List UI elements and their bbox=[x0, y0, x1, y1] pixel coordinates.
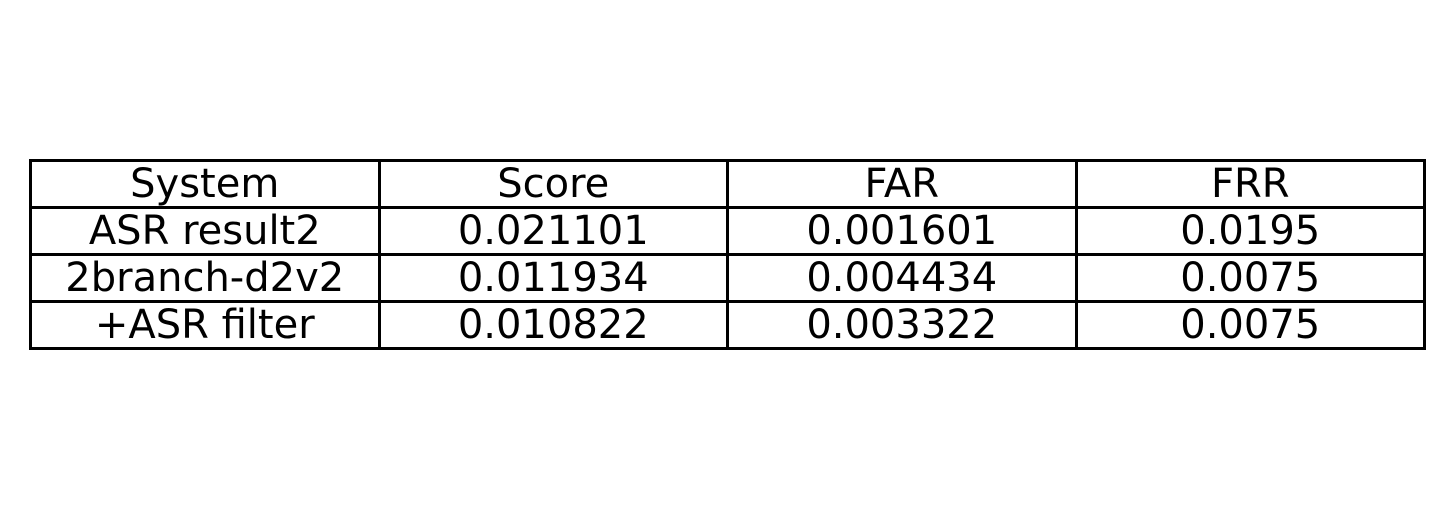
table-row: 2branch-d2v2 0.011934 0.004434 0.0075 bbox=[29, 253, 1426, 303]
table-cell-frr: 0.0075 bbox=[1074, 300, 1426, 350]
table-cell-system: 2branch-d2v2 bbox=[29, 253, 381, 303]
results-table-container: System Score FAR FRR ASR result2 0.02110… bbox=[29, 159, 1426, 350]
table-cell-score: 0.010822 bbox=[377, 300, 729, 350]
table-cell-far: 0.003322 bbox=[726, 300, 1078, 350]
header-cell-frr: FRR bbox=[1074, 159, 1426, 209]
table-cell-far: 0.001601 bbox=[726, 206, 1078, 256]
table-cell-score: 0.021101 bbox=[377, 206, 729, 256]
results-table: System Score FAR FRR ASR result2 0.02110… bbox=[29, 159, 1426, 350]
header-cell-far: FAR bbox=[726, 159, 1078, 209]
table-cell-frr: 0.0075 bbox=[1074, 253, 1426, 303]
table-row: ASR result2 0.021101 0.001601 0.0195 bbox=[29, 206, 1426, 256]
table-header-row: System Score FAR FRR bbox=[29, 159, 1426, 209]
table-row: +ASR filter 0.010822 0.003322 0.0075 bbox=[29, 300, 1426, 350]
table-cell-score: 0.011934 bbox=[377, 253, 729, 303]
table-cell-system: +ASR filter bbox=[29, 300, 381, 350]
header-cell-system: System bbox=[29, 159, 381, 209]
header-cell-score: Score bbox=[377, 159, 729, 209]
table-cell-system: ASR result2 bbox=[29, 206, 381, 256]
table-cell-frr: 0.0195 bbox=[1074, 206, 1426, 256]
table-cell-far: 0.004434 bbox=[726, 253, 1078, 303]
